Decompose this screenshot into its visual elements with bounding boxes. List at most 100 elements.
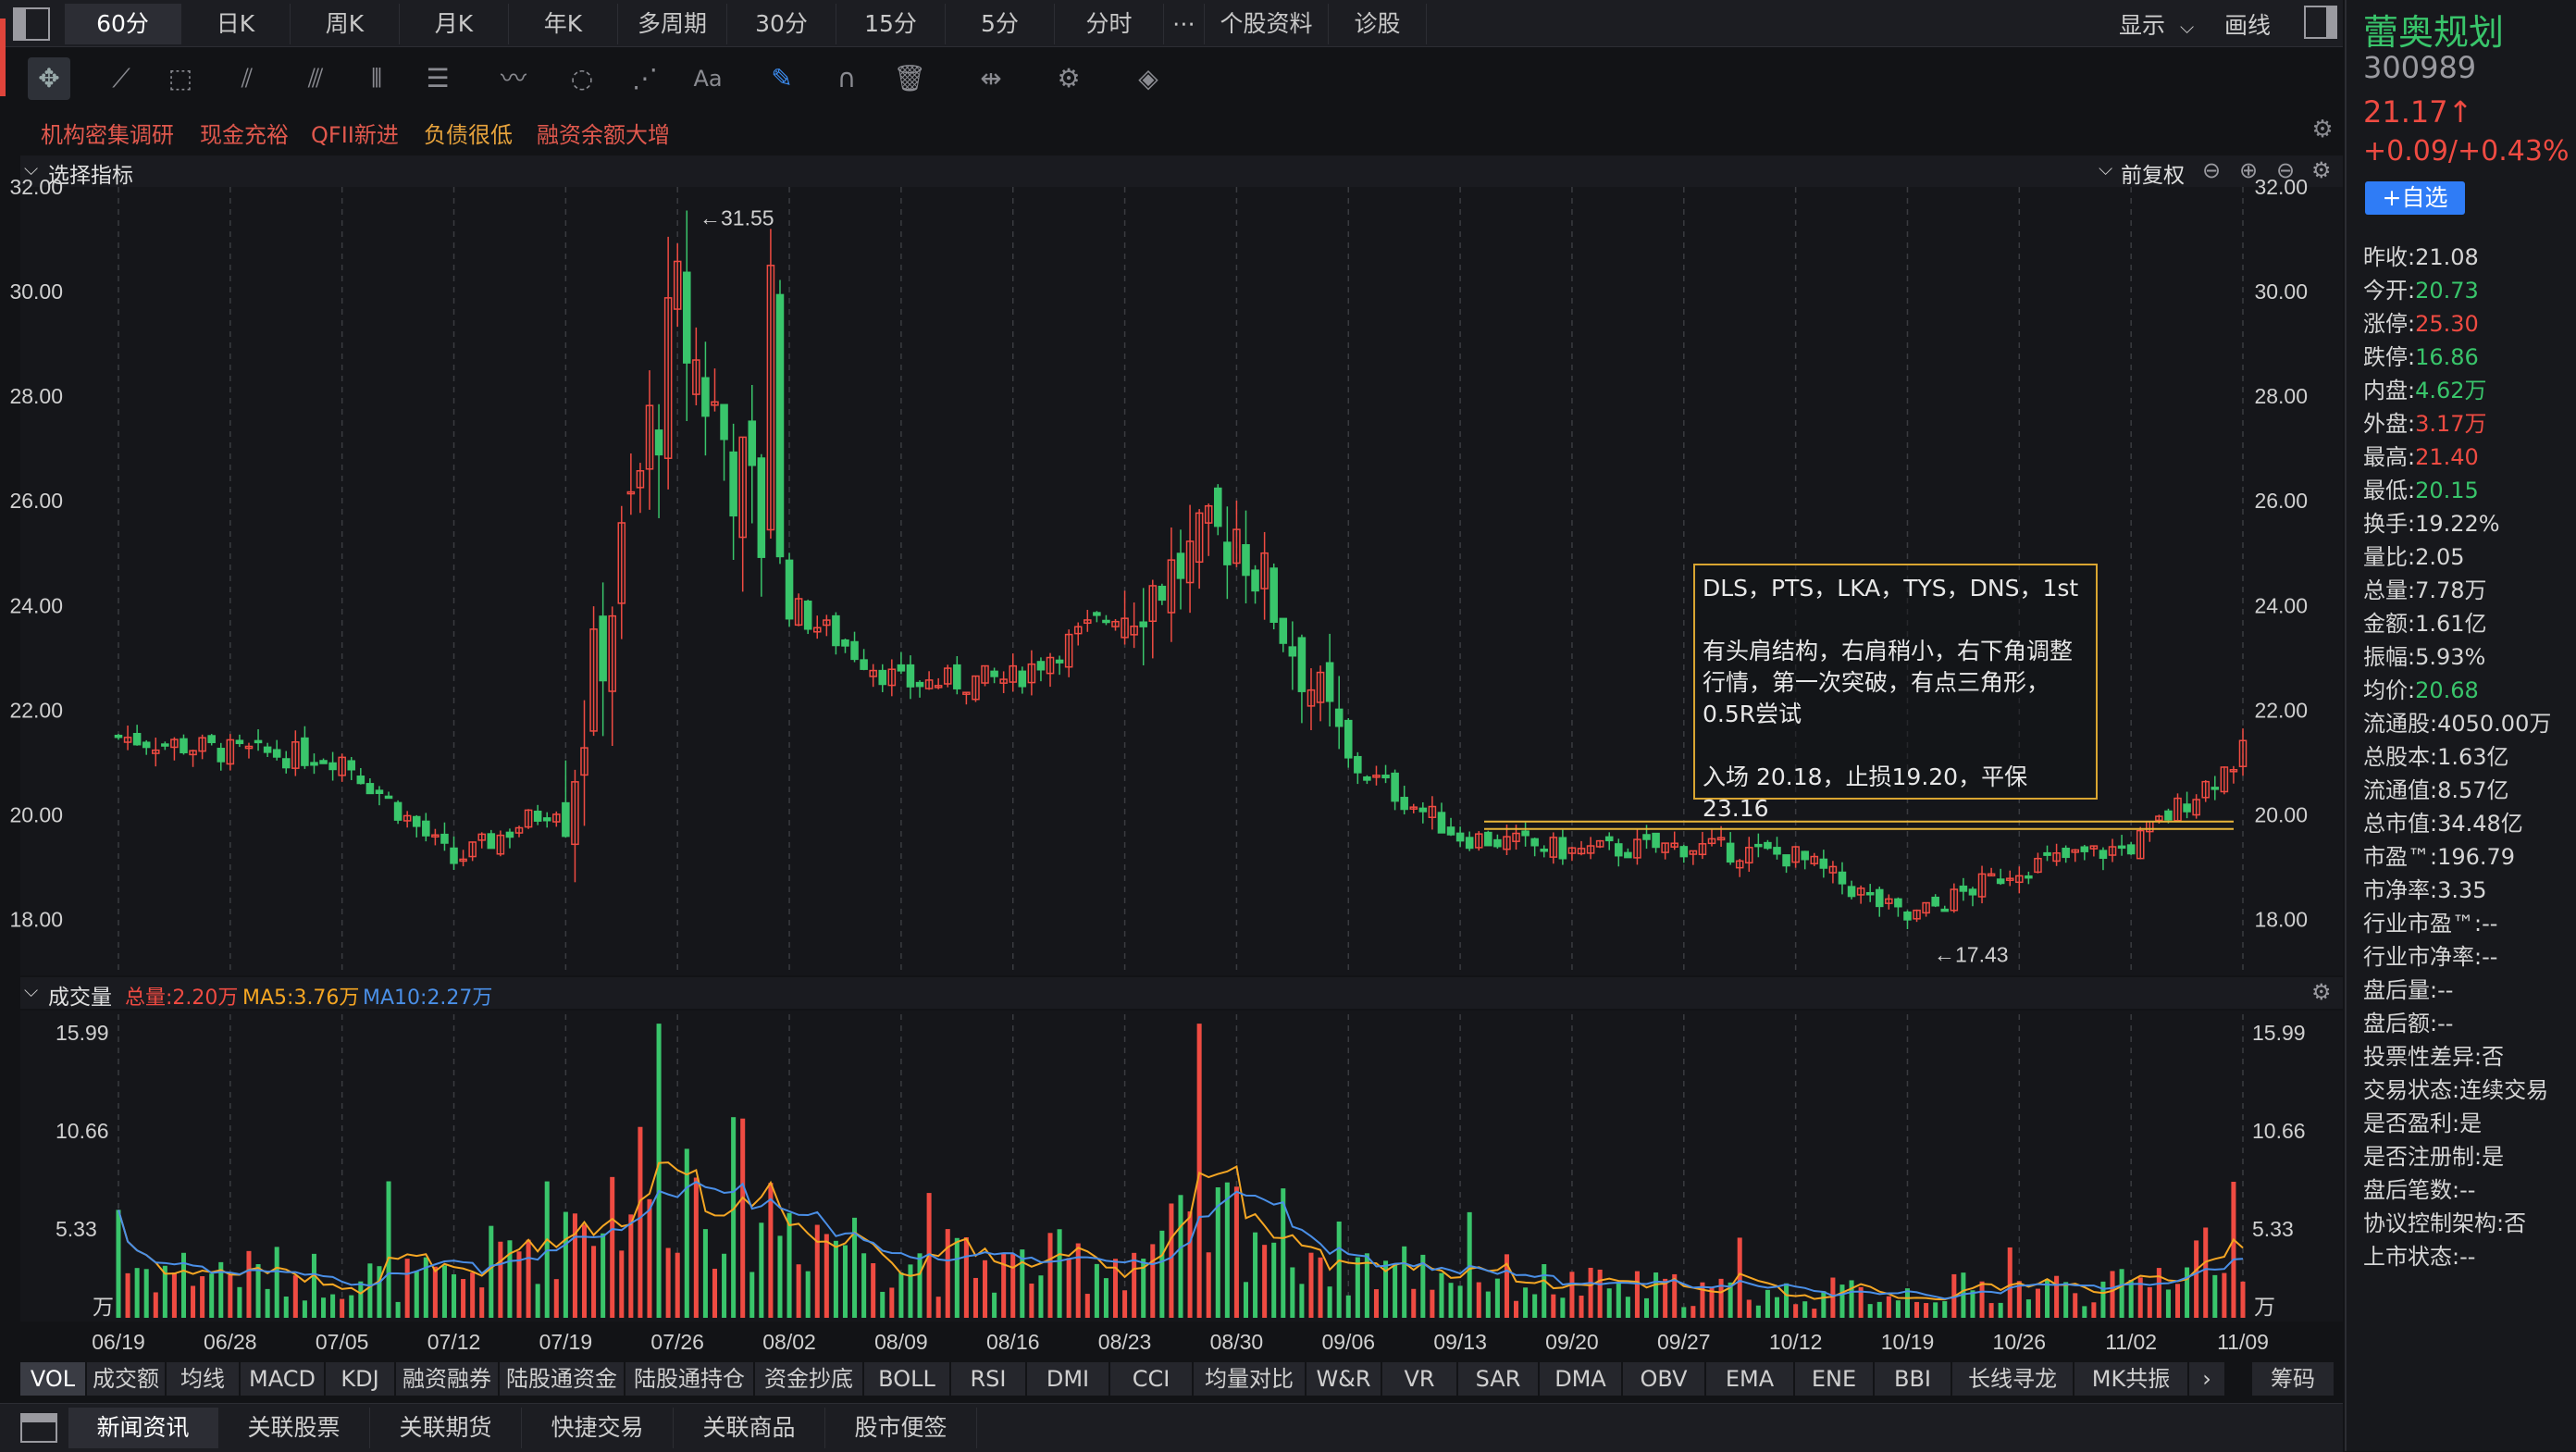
indicator-tab-11[interactable]: DMI [1027,1362,1110,1396]
bottom-tab-0[interactable]: 新闻资讯 [68,1408,218,1448]
candle-body [542,817,551,822]
candle-body [934,685,943,689]
indicator-tab-7[interactable]: 陆股通持仓 [625,1362,755,1396]
collapse-panel-icon[interactable]: ⊖ [2276,157,2296,183]
period-tab-1[interactable]: 日K [181,4,291,44]
indicator-tab-14[interactable]: W&R [1307,1362,1382,1396]
tag-qfii[interactable]: QFII新进 [311,122,399,148]
ellipse-tool-icon[interactable]: ◌ [570,63,594,93]
indicator-tab-17[interactable]: DMA [1540,1362,1623,1396]
indicator-tab-4[interactable]: KDJ [326,1362,396,1396]
period-tab-12[interactable]: 诊股 [1329,4,1427,44]
volume-settings-gear-icon[interactable]: ⚙ [2311,979,2332,1005]
volume-bar [1094,1263,1099,1318]
indicator-tab-6[interactable]: 陆股通资金 [500,1362,625,1396]
chips-button[interactable]: 筹码 [2252,1362,2335,1396]
indicator-more-icon[interactable]: › [2189,1362,2226,1396]
volume-bar [601,1233,606,1318]
tag-low-debt[interactable]: 负债很低 [424,122,513,148]
crosshair-move-icon[interactable]: ✥ [28,57,70,100]
line-tool-icon[interactable]: ⟋ [112,63,130,93]
period-tab-7[interactable]: 15分 [836,4,946,44]
tags-settings-gear-icon[interactable]: ⚙ [2311,116,2334,143]
tag-margin-increase[interactable]: 融资余额大增 [537,122,670,148]
settings-gear-icon[interactable]: ⚙ [1057,63,1081,93]
period-tab-0[interactable]: 60分 [65,4,181,44]
indicator-tab-5[interactable]: 融资融券 [396,1362,500,1396]
indicator-tab-10[interactable]: RSI [951,1362,1027,1396]
volume-collapse-icon[interactable]: ⌵ [24,979,39,1001]
quote-row: 换手:19.22% [2363,505,2500,538]
indicator-tab-21[interactable]: BBI [1875,1362,1952,1396]
y-tick-label-right: 32.00 [2254,175,2308,199]
bottom-panel-toggle-icon[interactable] [20,1413,57,1443]
volume-bar [1774,1297,1780,1318]
period-tab-4[interactable]: 年K [509,4,618,44]
period-tab-11[interactable]: 个股资料 [1205,4,1329,44]
bottom-tab-5[interactable]: 股市便签 [825,1408,977,1448]
wave-tool-icon[interactable]: 〰 [500,63,526,93]
zoom-in-icon[interactable]: ⊕ [2239,157,2259,183]
side-panel-toggle-icon[interactable] [2304,6,2337,39]
period-tab-10[interactable]: ⋯ [1164,4,1205,44]
bottom-tab-1[interactable]: 关联股票 [218,1408,370,1448]
volume-bar [237,1286,242,1318]
trash-icon[interactable]: 🗑 [893,63,926,93]
indicator-tab-16[interactable]: SAR [1458,1362,1540,1396]
indicator-tab-1[interactable]: 成交额 [87,1362,167,1396]
channel-tool-icon[interactable]: ⫻ [307,63,324,93]
quote-label: 最高: [2363,444,2416,470]
indicator-tab-2[interactable]: 均线 [167,1362,241,1396]
gann-tool-icon[interactable]: ⋰ [632,63,658,93]
period-tab-9[interactable]: 分时 [1055,4,1164,44]
indicator-tab-13[interactable]: 均量对比 [1194,1362,1307,1396]
select-indicator-label[interactable]: 选择指标 [48,164,133,188]
highlighter-icon[interactable]: ✎ [771,63,793,93]
zoom-out-icon[interactable]: ⊖ [2202,157,2222,183]
adjust-mode-label[interactable]: 前复权 [2121,164,2185,188]
bottom-tab-2[interactable]: 关联期货 [370,1408,522,1448]
candle-body [2229,769,2238,773]
indicator-tab-8[interactable]: 资金抄底 [755,1362,864,1396]
quote-row: 交易状态:连续交易 [2363,1072,2548,1104]
indicator-tab-20[interactable]: ENE [1795,1362,1875,1396]
collapse-chevron-icon[interactable]: ⌵ [24,157,39,180]
display-menu[interactable]: 显示 ⌵ [2119,7,2194,41]
period-tab-2[interactable]: 周K [291,4,400,44]
period-tab-6[interactable]: 30分 [727,4,836,44]
indicator-tab-0[interactable]: VOL [20,1362,87,1396]
fan-tool-icon[interactable]: ⫽ [241,63,254,93]
magnet-icon[interactable]: ∩ [836,63,857,93]
bottom-tab-3[interactable]: 快捷交易 [522,1408,674,1448]
layout-toggle-icon[interactable] [13,7,50,41]
layers-icon[interactable]: ◈ [1138,63,1158,93]
rectangle-tool-icon[interactable]: ⬚ [167,63,193,93]
fib-lines-icon[interactable]: ☰ [426,63,450,93]
period-tab-8[interactable]: 5分 [946,4,1055,44]
volume-bar [404,1259,410,1318]
indicator-tab-3[interactable]: MACD [241,1362,326,1396]
indicator-tab-19[interactable]: EMA [1706,1362,1795,1396]
tag-cash-rich[interactable]: 现金充裕 [200,122,289,148]
quote-row: 最低:20.15 [2363,472,2479,504]
indicator-tab-9[interactable]: BOLL [864,1362,951,1396]
zoom-range-icon[interactable]: ⇹ [980,63,1002,93]
add-watchlist-button[interactable]: +自选 [2365,181,2465,215]
quote-label: 协议控制架构: [2363,1210,2505,1236]
cycle-lines-icon[interactable]: ⦀ [370,63,383,93]
tag-institution-research[interactable]: 机构密集调研 [41,122,174,148]
indicator-tab-18[interactable]: OBV [1623,1362,1706,1396]
bottom-tab-4[interactable]: 关联商品 [674,1408,825,1448]
indicator-tab-12[interactable]: CCI [1110,1362,1194,1396]
candle-body [1242,544,1250,577]
trade-note-box[interactable]: DLS，PTS，LKA，TYS，DNS，1st 有头肩结构，右肩稍小，右下角调整… [1693,564,2098,822]
period-tab-5[interactable]: 多周期 [618,4,727,44]
period-tab-3[interactable]: 月K [400,4,509,44]
adjust-dropdown-icon[interactable]: ⌵ [2099,157,2113,180]
indicator-tab-15[interactable]: VR [1382,1362,1458,1396]
indicator-tab-22[interactable]: 长线寻龙 [1952,1362,2074,1396]
text-tool-icon[interactable]: Aa [693,66,723,92]
main-settings-gear-icon[interactable]: ⚙ [2311,157,2332,183]
draw-line-button[interactable]: 画线 [2224,12,2272,39]
indicator-tab-23[interactable]: MK共振 [2074,1362,2189,1396]
